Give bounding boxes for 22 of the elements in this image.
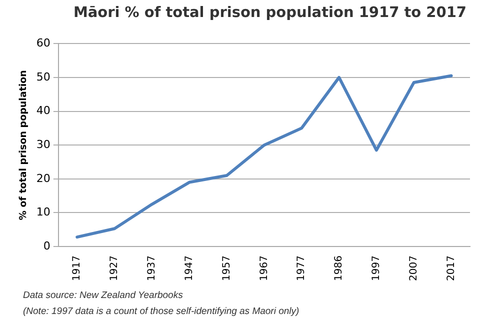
y-tick-label: 40	[36, 104, 50, 118]
x-tick-label: 1947	[184, 256, 195, 282]
chart-title: Māori % of total prison population 1917 to 2017	[72, 5, 468, 21]
x-tick-label: 1977	[296, 256, 308, 282]
source-note: Data source: New Zealand Yearbooks	[23, 289, 184, 303]
y-tick-label: 10	[36, 206, 50, 219]
y-tick-label: 0	[43, 239, 50, 252]
x-tick-label: 1997	[371, 256, 382, 282]
x-tick-label: 1937	[146, 256, 158, 282]
x-tick-label: 1917	[72, 256, 83, 282]
x-tick-label: 1967	[258, 256, 270, 282]
y-axis-title: % of total prison population	[18, 70, 30, 220]
y-tick-label: 20	[36, 172, 50, 185]
x-tick-label: 2007	[408, 256, 420, 282]
text: (Note: 1997 data is a count of those self-identifying as Maori only)	[23, 305, 300, 319]
x-tick-label: 1927	[109, 256, 120, 282]
y-tick-label: 60	[36, 36, 50, 50]
x-tick-label: 1957	[221, 256, 232, 282]
x-tick-label: 1986	[334, 256, 345, 282]
x-tick-label: 2017	[446, 256, 457, 282]
y-tick-label: 50	[36, 70, 50, 84]
y-tick-label: 30	[36, 138, 50, 151]
